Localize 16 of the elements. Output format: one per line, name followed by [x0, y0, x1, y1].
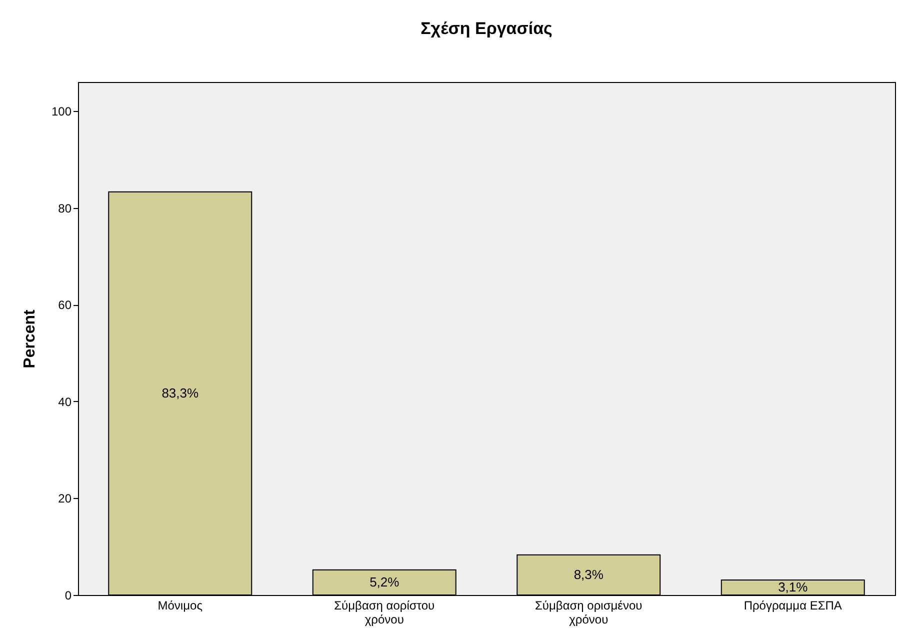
x-tick-label: Σύμβαση αορίστου χρόνου	[334, 598, 435, 626]
data-label: 3,1%	[778, 580, 808, 594]
x-tick-label: Μόνιμος	[158, 598, 203, 612]
x-tick-label: Σύμβαση ορισμένου χρόνου	[535, 598, 642, 626]
y-tick-label: 0	[64, 588, 72, 602]
y-axis-title: Percent	[21, 308, 38, 368]
y-tick-label: 100	[51, 104, 72, 119]
x-tick-label: Πρόγραμμα ΕΣΠΑ	[744, 598, 842, 612]
data-label: 83,3%	[162, 385, 199, 400]
data-label: 5,2%	[370, 574, 400, 590]
y-tick-label: 40	[58, 394, 72, 409]
chart-title: Σχέση Εργασίας	[420, 19, 553, 38]
y-tick-label: 20	[58, 492, 72, 506]
y-tick-label: 80	[58, 201, 72, 216]
data-label: 8,3%	[574, 566, 604, 582]
y-tick-label: 60	[58, 298, 72, 312]
